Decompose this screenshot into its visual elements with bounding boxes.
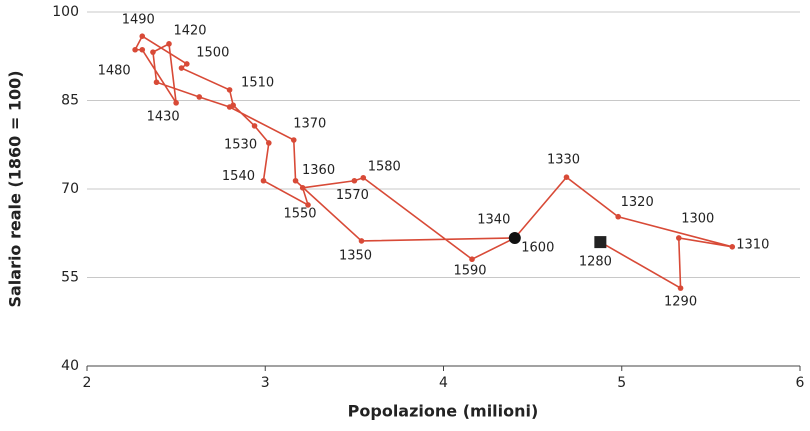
point-label: 1600 bbox=[521, 240, 554, 255]
x-tick-label: 2 bbox=[83, 375, 92, 391]
y-tick-label: 40 bbox=[61, 358, 79, 374]
point bbox=[196, 94, 203, 100]
point-label: 1280 bbox=[579, 255, 612, 270]
point bbox=[132, 46, 138, 53]
point bbox=[173, 100, 179, 106]
point-label: 1510 bbox=[241, 75, 274, 90]
point bbox=[153, 79, 160, 86]
point bbox=[290, 137, 297, 143]
point-label: 1590 bbox=[453, 264, 486, 279]
point-label: 1420 bbox=[173, 23, 206, 38]
point-label: 1350 bbox=[339, 248, 372, 263]
end-marker bbox=[508, 231, 521, 244]
point bbox=[251, 123, 258, 129]
point bbox=[260, 177, 267, 184]
y-tick-label: 100 bbox=[52, 4, 79, 20]
point-label: 1570 bbox=[336, 188, 369, 203]
point bbox=[230, 102, 236, 109]
point bbox=[226, 87, 233, 93]
x-tick-label: 6 bbox=[796, 375, 805, 391]
point bbox=[675, 235, 682, 241]
x-tick-label: 4 bbox=[439, 375, 448, 391]
point-label: 1300 bbox=[681, 211, 714, 226]
point-label: 1360 bbox=[302, 163, 335, 178]
point bbox=[351, 177, 358, 184]
point-label: 1340 bbox=[477, 212, 510, 227]
y-tick-label: 55 bbox=[61, 270, 79, 286]
point-label: 1580 bbox=[368, 159, 401, 174]
point-label: 1500 bbox=[196, 45, 229, 60]
y-axis-title: Salario reale (1860 = 100) bbox=[6, 70, 25, 307]
point-label: 1290 bbox=[664, 295, 697, 310]
x-tick-label: 3 bbox=[261, 375, 270, 391]
x-tick-label: 5 bbox=[617, 375, 626, 391]
point-label: 1480 bbox=[98, 63, 131, 78]
series-line bbox=[133, 35, 733, 290]
point bbox=[305, 202, 311, 208]
point-label: 1550 bbox=[283, 206, 316, 221]
point bbox=[615, 213, 621, 220]
point bbox=[166, 41, 172, 47]
point bbox=[360, 174, 367, 181]
point bbox=[677, 285, 684, 291]
point bbox=[729, 244, 736, 250]
point-label: 1430 bbox=[147, 109, 180, 124]
start-marker bbox=[594, 236, 607, 249]
point-label: 1370 bbox=[293, 117, 326, 132]
point-label: 1540 bbox=[222, 169, 255, 184]
point bbox=[299, 185, 306, 191]
y-tick-label: 70 bbox=[61, 181, 79, 197]
point bbox=[184, 61, 190, 67]
point bbox=[139, 46, 146, 53]
point-label: 1530 bbox=[224, 137, 257, 152]
point-label: 1490 bbox=[122, 13, 155, 28]
point-label: 1320 bbox=[621, 195, 654, 210]
point bbox=[292, 177, 299, 184]
point-label: 1310 bbox=[736, 237, 769, 252]
point bbox=[358, 238, 365, 244]
point bbox=[178, 65, 185, 71]
point bbox=[469, 256, 475, 263]
point bbox=[150, 49, 156, 55]
point-label: 1330 bbox=[547, 153, 580, 168]
point bbox=[266, 140, 272, 146]
point bbox=[563, 174, 570, 180]
y-tick-label: 85 bbox=[61, 93, 79, 109]
point bbox=[139, 33, 146, 39]
x-axis-title: Popolazione (milioni) bbox=[348, 402, 539, 421]
